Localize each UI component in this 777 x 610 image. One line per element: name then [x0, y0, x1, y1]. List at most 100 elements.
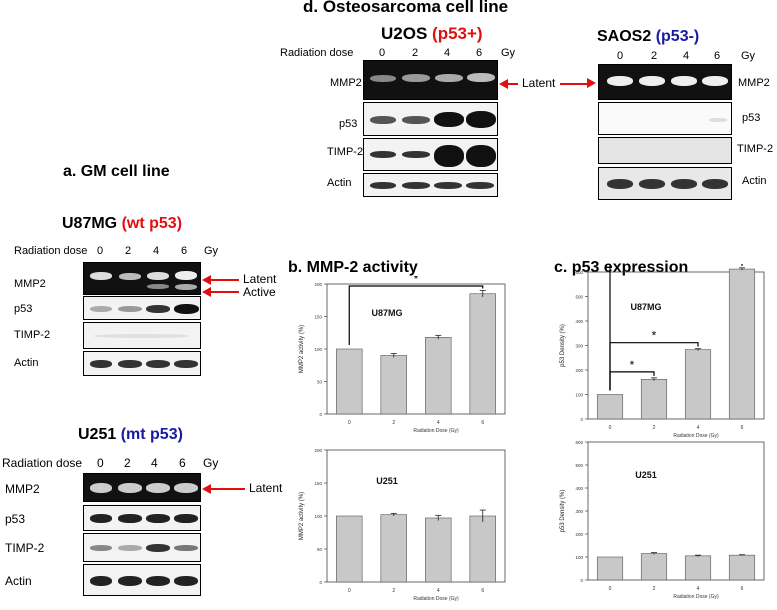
timp2-label: TIMP-2: [5, 541, 45, 555]
y-tick-label: 100: [314, 347, 322, 352]
x-tick-label: 6: [741, 425, 744, 431]
latent-arrowhead-left: [499, 79, 508, 89]
p53-label: p53: [5, 512, 26, 526]
y-tick-label: 200: [314, 448, 322, 453]
latent-arrow: [207, 279, 239, 281]
u2os-mmp2-blot: [363, 60, 498, 100]
u251-actin-blot: [83, 564, 201, 596]
panel-a-title: a. GM cell line: [63, 163, 170, 180]
radiation-dose-label: Radiation dose: [280, 47, 354, 59]
y-tick-label: 400: [575, 319, 583, 324]
chart-subtitle: U251: [635, 470, 657, 480]
latent-label: Latent: [243, 272, 277, 286]
x-tick-label: 4: [697, 586, 700, 592]
latent-arrow-right: [560, 83, 588, 85]
u251-mmp2-blot: [83, 473, 201, 502]
dose-tick: 4: [151, 456, 158, 470]
p53-status: (p53+): [432, 24, 483, 43]
bar: [469, 515, 496, 583]
actin-label: Actin: [327, 177, 352, 189]
x-tick-label: 2: [653, 425, 656, 431]
bar: [728, 554, 756, 581]
y-tick-label: 0: [319, 580, 322, 585]
y-tick-label: 150: [314, 481, 322, 486]
mmp2-label: MMP2: [14, 278, 46, 290]
x-axis-label: Radiation Dose (Gy): [413, 596, 459, 602]
dose-tick: 2: [125, 245, 132, 257]
x-tick-label: 2: [653, 586, 656, 592]
actin-label: Actin: [742, 175, 767, 187]
significance-star: *: [630, 358, 635, 372]
chart-subtitle: U87MG: [371, 308, 402, 318]
y-tick-label: 300: [575, 509, 583, 514]
x-tick-label: 4: [697, 425, 700, 431]
y-tick-label: 200: [575, 532, 583, 537]
y-tick-label: 600: [575, 440, 583, 445]
saos2-mmp2-blot: [598, 64, 732, 100]
x-axis-label: Radiation Dose (Gy): [673, 433, 719, 439]
p53-label: p53: [742, 112, 761, 124]
y-tick-label: 300: [575, 344, 583, 349]
u87-p53-blot: [83, 296, 201, 320]
dose-tick: 4: [153, 245, 160, 257]
bar: [684, 555, 712, 581]
x-tick-label: 4: [437, 420, 440, 426]
dose-tick: 4: [683, 50, 690, 62]
x-tick-label: 0: [348, 588, 351, 594]
bar: [425, 336, 452, 415]
significance-star: *: [414, 276, 419, 286]
timp2-label: TIMP-2: [737, 143, 774, 155]
y-tick-label: 0: [319, 412, 322, 417]
x-axis-label: Radiation Dose (Gy): [413, 428, 459, 434]
cell-line-name: U2OS: [381, 24, 428, 43]
latent-arrow: [207, 488, 245, 490]
saos2-timp2-blot: [598, 137, 732, 164]
actin-label: Actin: [5, 574, 32, 588]
dose-tick: 6: [714, 50, 721, 62]
y-tick-label: 500: [575, 463, 583, 468]
latent-arrowhead: [202, 484, 211, 494]
bar: [380, 355, 407, 415]
bar: [469, 293, 496, 415]
chart-b-u251: 0 50 100 150 200 MMP2 activity (%) 0 2 4 6 Radiati…: [299, 448, 506, 602]
p53-status: (wt p53): [121, 215, 183, 232]
latent-arrowhead-right: [587, 78, 596, 88]
x-tick-label: 2: [392, 420, 395, 426]
bar: [336, 515, 363, 583]
bar: [728, 268, 756, 420]
u2os-header: U2OS (p53+): [381, 24, 483, 44]
y-tick-label: 200: [314, 282, 322, 287]
timp2-label: TIMP-2: [14, 329, 51, 341]
x-tick-label: 2: [392, 588, 395, 594]
dose-tick: 0: [97, 245, 104, 257]
x-tick-label: 6: [741, 586, 744, 592]
x-tick-label: 0: [609, 425, 612, 431]
bar: [640, 379, 668, 420]
bar: [425, 517, 452, 583]
cell-line-name: U251: [78, 426, 117, 443]
radiation-dose-label: Radiation dose: [2, 456, 83, 470]
y-tick-label: 150: [314, 315, 322, 320]
saos2-p53-blot: [598, 102, 732, 135]
y-tick-label: 200: [575, 368, 583, 373]
dose-tick: 4: [444, 47, 451, 59]
saos2-actin-blot: [598, 167, 732, 200]
cell-line-name: U87MG: [62, 215, 118, 232]
dose-tick: 0: [97, 456, 104, 470]
significance-bracket: [348, 285, 484, 345]
dose-unit: Gy: [204, 245, 219, 257]
dose-tick: 2: [124, 456, 131, 470]
chart-subtitle: U87MG: [630, 302, 661, 312]
y-tick-label: 100: [575, 393, 583, 398]
mmp2-label: MMP2: [5, 482, 40, 496]
dose-tick: 6: [181, 245, 188, 257]
dose-unit: Gy: [203, 456, 219, 470]
active-arrow: [207, 291, 239, 293]
u87-mmp2-blot: [83, 262, 201, 295]
chart-b-u87mg: 0 50 100 150 200 MMP2 activity (%) 0 2 4 6 Radiati…: [299, 276, 506, 434]
mmp2-label: MMP2: [738, 77, 770, 89]
y-axis-label: p53 Density (%): [560, 490, 566, 533]
significance-star: *: [652, 329, 657, 343]
x-tick-label: 4: [437, 588, 440, 594]
dose-tick: 0: [617, 50, 624, 62]
